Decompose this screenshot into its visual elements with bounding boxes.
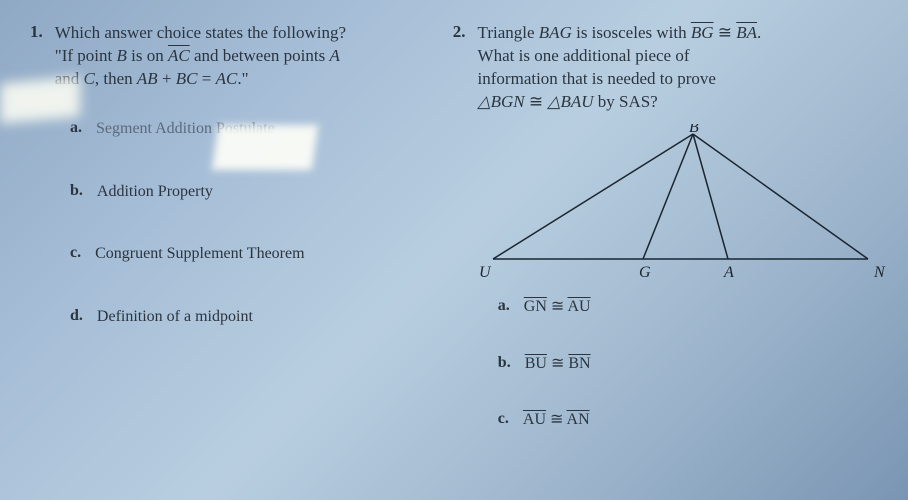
- q1-line2-mid: is on: [127, 46, 168, 65]
- triangle-figure: B U G A N: [473, 124, 898, 279]
- choice-b: b. BU ≅ BN: [498, 354, 898, 375]
- question-text: Triangle BAG is isosceles with BG ≅ BA. …: [478, 22, 762, 114]
- q2-BA: BA: [736, 23, 757, 42]
- q2-cong: ≅: [714, 23, 737, 42]
- choice-letter: a.: [498, 297, 510, 318]
- cong: ≅: [547, 355, 568, 372]
- q1-line1: Which answer choice states the following…: [55, 23, 346, 42]
- cong: ≅: [546, 411, 567, 428]
- choice-letter: d.: [70, 307, 83, 328]
- seg2: AU: [567, 298, 590, 315]
- q1-BC: BC: [176, 69, 198, 88]
- q2-tri2: △BAU: [547, 92, 593, 111]
- seg1: AU: [523, 411, 546, 428]
- q1-eq: =: [198, 69, 216, 88]
- q2-l1-mid: is isosceles with: [572, 23, 691, 42]
- svg-text:A: A: [723, 264, 734, 279]
- worksheet-page: 1. Which answer choice states the follow…: [0, 0, 908, 477]
- svg-text:G: G: [639, 264, 651, 279]
- choice-letter: c.: [498, 410, 509, 431]
- question-text: Which answer choice states the following…: [55, 22, 346, 91]
- q2-l1-suf: .: [757, 23, 761, 42]
- choice-text: AU ≅ AN: [523, 410, 590, 431]
- q2-BAG: BAG: [539, 23, 572, 42]
- choice-text: Definition of a midpoint: [97, 307, 253, 328]
- q2-BG: BG: [691, 23, 714, 42]
- choice-text: Addition Property: [97, 182, 213, 203]
- seg1: GN: [524, 298, 547, 315]
- q1-plus: +: [158, 69, 176, 88]
- choice-text: BU ≅ BN: [525, 354, 591, 375]
- question-2: 2. Triangle BAG is isosceles with BG ≅ B…: [453, 22, 898, 467]
- q2-tri1: △BGN: [478, 92, 525, 111]
- choice-letter: b.: [70, 182, 83, 203]
- svg-text:B: B: [689, 124, 699, 136]
- seg2: AN: [567, 411, 590, 428]
- seg1: BU: [525, 355, 547, 372]
- cong: ≅: [547, 298, 568, 315]
- triangle-diagram: B U G A N: [473, 124, 893, 279]
- q2-l3: information that is needed to prove: [478, 69, 716, 88]
- choice-text: GN ≅ AU: [524, 297, 591, 318]
- q2-l4-suf: by SAS?: [594, 92, 658, 111]
- question-2-header: 2. Triangle BAG is isosceles with BG ≅ B…: [453, 22, 898, 114]
- q1-AC2: AC: [216, 69, 238, 88]
- question-number: 2.: [453, 22, 466, 114]
- choice-b: b. Addition Property: [70, 182, 433, 203]
- q1-line2-suffix: and between points: [190, 46, 330, 65]
- question-1-header: 1. Which answer choice states the follow…: [30, 22, 433, 91]
- q2-l1-pre: Triangle: [478, 23, 539, 42]
- choice-a: a. GN ≅ AU: [498, 297, 898, 318]
- q2-l2: What is one additional piece of: [478, 46, 690, 65]
- q1-AC: AC: [168, 46, 190, 65]
- glare-artifact: [0, 77, 80, 124]
- q1-line3-mid: , then: [95, 69, 137, 88]
- q1-line2-prefix: "If point: [55, 46, 117, 65]
- choice-letter: a.: [70, 119, 82, 140]
- choice-d: d. Definition of a midpoint: [70, 307, 433, 328]
- choice-text: Congruent Supplement Theorem: [95, 244, 304, 265]
- q2-cong2: ≅: [525, 92, 548, 111]
- q1-line3-suffix: .": [237, 69, 248, 88]
- q1-A: A: [329, 46, 339, 65]
- q1-B: B: [116, 46, 126, 65]
- q1-C: C: [84, 69, 95, 88]
- question-2-choices: a. GN ≅ AU b. BU ≅ BN c. AU ≅ AN: [453, 297, 898, 431]
- glare-artifact: [212, 125, 318, 170]
- svg-text:U: U: [479, 264, 492, 279]
- question-1: 1. Which answer choice states the follow…: [30, 22, 433, 467]
- choice-c: c. AU ≅ AN: [498, 410, 898, 431]
- choice-c: c. Congruent Supplement Theorem: [70, 244, 433, 265]
- choice-letter: b.: [498, 354, 511, 375]
- seg2: BN: [568, 355, 590, 372]
- choice-letter: c.: [70, 244, 81, 265]
- q1-AB: AB: [137, 69, 158, 88]
- svg-text:N: N: [873, 264, 886, 279]
